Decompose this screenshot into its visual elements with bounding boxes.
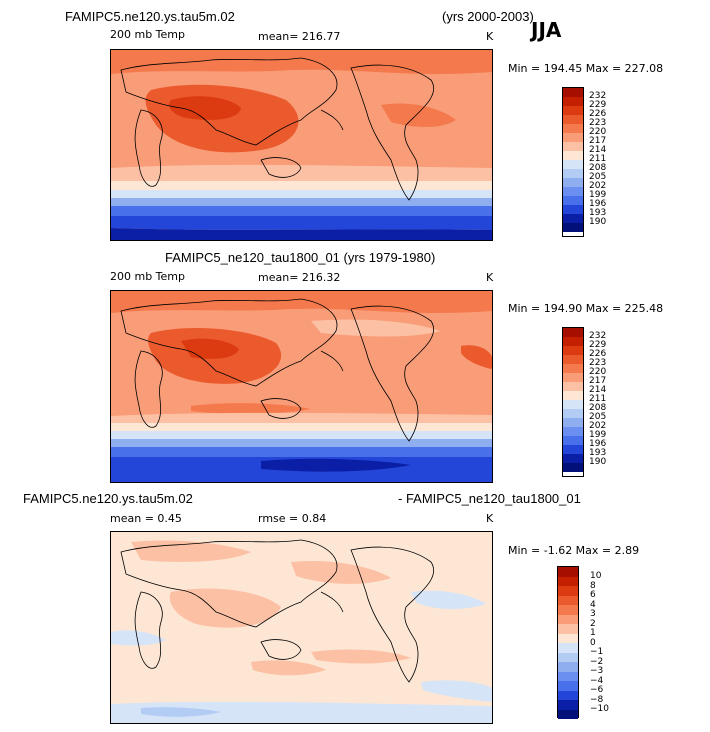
panel1-mean: mean= 216.77 bbox=[258, 30, 341, 43]
panel2-cb-label: 226 bbox=[589, 349, 607, 359]
panel3-cb-label: −2 bbox=[590, 657, 604, 667]
panel2-map-svg bbox=[111, 291, 492, 482]
panel1-map bbox=[110, 49, 493, 241]
panel2-map bbox=[110, 290, 493, 483]
panel2-mean: mean= 216.32 bbox=[258, 271, 341, 284]
panel3-cb-label: 10 bbox=[590, 571, 602, 581]
panel1-cb-label: 196 bbox=[589, 199, 607, 209]
panel2-variable: 200 mb Temp bbox=[110, 270, 186, 283]
panel1-cb-label: 226 bbox=[589, 109, 607, 119]
panel2-cb-label: 202 bbox=[589, 421, 607, 431]
panel1-cb-label: 232 bbox=[589, 91, 607, 101]
panel2-cb-label: 217 bbox=[589, 376, 607, 386]
season-label: JJA bbox=[531, 18, 562, 42]
panel1-colorbar bbox=[562, 87, 584, 237]
panel2-minmax: Min = 194.90 Max = 225.48 bbox=[508, 302, 664, 315]
panel1-cb-label: 205 bbox=[589, 172, 607, 182]
panel3-cb-label: −10 bbox=[590, 704, 609, 714]
panel1-cb-label: 208 bbox=[589, 163, 607, 173]
panel1-years: (yrs 2000-2003) bbox=[442, 9, 534, 24]
panel3-cb-label: −6 bbox=[590, 685, 604, 695]
panel1-cb-label: 214 bbox=[589, 145, 607, 155]
panel3-cb-label: 1 bbox=[590, 628, 596, 638]
panel3-cb-label: 6 bbox=[590, 590, 596, 600]
panel3-cb-label: 4 bbox=[590, 600, 596, 610]
panel2-cb-label: 196 bbox=[589, 439, 607, 449]
panel1-cb-label: 190 bbox=[589, 217, 607, 227]
panel3-cb-label: 0 bbox=[590, 638, 596, 648]
panel3-cb-label: −1 bbox=[590, 647, 604, 657]
panel2-cb-label: 214 bbox=[589, 385, 607, 395]
panel1-cb-label: 223 bbox=[589, 118, 607, 128]
panel1-cb-label: 217 bbox=[589, 136, 607, 146]
panel3-cb-label: 2 bbox=[590, 619, 596, 629]
panel3-colorbar bbox=[557, 566, 579, 719]
panel1-cb-label: 211 bbox=[589, 154, 607, 164]
panel2-title: FAMIPC5_ne120_tau1800_01 (yrs 1979-1980) bbox=[165, 250, 436, 265]
panel2-cb-label: 190 bbox=[589, 457, 607, 467]
panel1-variable: 200 mb Temp bbox=[110, 28, 186, 41]
panel1-cb-label: 199 bbox=[589, 190, 607, 200]
panel3-title-left: FAMIPC5.ne120.ys.tau5m.02 bbox=[23, 491, 193, 506]
panel3-minmax: Min = -1.62 Max = 2.89 bbox=[508, 544, 640, 557]
panel1-cb-label: 202 bbox=[589, 181, 607, 191]
panel3-cb-label: 3 bbox=[590, 609, 596, 619]
panel2-cb-label: 232 bbox=[589, 331, 607, 341]
panel2-cb-label: 199 bbox=[589, 430, 607, 440]
panel3-map-svg bbox=[111, 532, 492, 723]
panel2-cb-label: 211 bbox=[589, 394, 607, 404]
panel2-colorbar bbox=[562, 327, 584, 477]
panel3-mean: mean = 0.45 bbox=[110, 512, 182, 525]
panel1-title: FAMIPC5.ne120.ys.tau5m.02 bbox=[65, 9, 235, 24]
panel2-cb-label: 220 bbox=[589, 367, 607, 377]
panel3-cb-label: −3 bbox=[590, 666, 604, 676]
panel2-cb-label: 223 bbox=[589, 358, 607, 368]
panel1-minmax: Min = 194.45 Max = 227.08 bbox=[508, 62, 664, 75]
panel2-cb-label: 205 bbox=[589, 412, 607, 422]
panel1-cb-label: 193 bbox=[589, 208, 607, 218]
panel1-units: K bbox=[486, 30, 494, 43]
panel2-cb-label: 208 bbox=[589, 403, 607, 413]
panel2-cb-label: 229 bbox=[589, 340, 607, 350]
panel1-cb-label: 229 bbox=[589, 100, 607, 110]
panel3-map bbox=[110, 531, 493, 724]
panel1-cb-label: 220 bbox=[589, 127, 607, 137]
panel3-title-right: - FAMIPC5_ne120_tau1800_01 bbox=[398, 491, 581, 506]
panel3-cb-label: 8 bbox=[590, 581, 596, 591]
panel3-units: K bbox=[486, 512, 494, 525]
panel2-units: K bbox=[486, 271, 494, 284]
panel1-map-svg bbox=[111, 50, 492, 240]
panel2-cb-label: 193 bbox=[589, 448, 607, 458]
panel3-rmse: rmse = 0.84 bbox=[258, 512, 327, 525]
panel3-cb-label: −8 bbox=[590, 695, 604, 705]
panel3-cb-label: −4 bbox=[590, 676, 604, 686]
